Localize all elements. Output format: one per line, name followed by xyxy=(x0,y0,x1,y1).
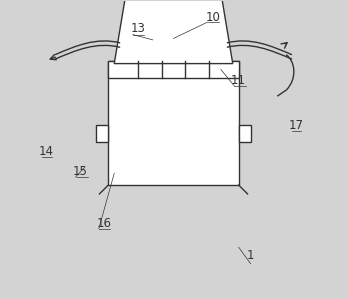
Bar xyxy=(108,61,239,78)
Text: 17: 17 xyxy=(289,119,304,132)
Text: 16: 16 xyxy=(96,216,111,230)
Text: 14: 14 xyxy=(39,145,54,158)
Text: 15: 15 xyxy=(73,165,88,178)
Text: 10: 10 xyxy=(206,11,221,24)
Bar xyxy=(96,125,108,141)
Bar xyxy=(239,125,251,141)
Text: 13: 13 xyxy=(130,22,145,36)
Bar xyxy=(108,61,239,185)
Text: 1: 1 xyxy=(247,249,254,262)
Text: 11: 11 xyxy=(231,74,246,87)
Polygon shape xyxy=(114,0,233,64)
